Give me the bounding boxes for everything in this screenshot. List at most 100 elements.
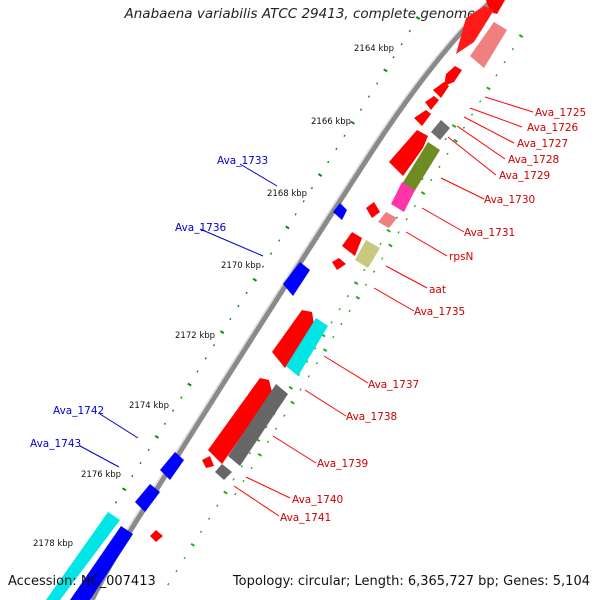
leader-line — [245, 476, 291, 499]
minor-tick — [266, 440, 270, 444]
minor-tick — [381, 257, 384, 260]
gene-box-cyan[interactable] — [286, 318, 328, 376]
minor-tick — [367, 95, 371, 98]
gene-arrow[interactable] — [150, 530, 163, 542]
major-tick — [121, 487, 127, 492]
gene-box-pink[interactable] — [470, 22, 507, 68]
gene-box-cyan-lower[interactable] — [46, 512, 120, 600]
gene-arrow-reverse[interactable] — [70, 526, 133, 600]
gene-box-magenta[interactable] — [391, 182, 415, 212]
major-tick — [486, 86, 491, 91]
minor-tick — [207, 517, 211, 520]
gene-box-gray-small[interactable] — [215, 464, 232, 480]
major-tick — [420, 191, 426, 195]
leader-line — [463, 116, 515, 144]
gene-label[interactable]: Ava_1736 — [175, 222, 227, 234]
gene-box-khaki[interactable] — [355, 240, 380, 268]
minor-tick — [274, 427, 278, 430]
gene-label[interactable]: Ava_1739 — [317, 458, 368, 470]
gene-label[interactable]: Ava_1742 — [53, 405, 104, 417]
minor-tick — [302, 200, 305, 203]
minor-tick — [147, 448, 150, 452]
major-tick — [383, 68, 388, 73]
gene-arrow-reverse[interactable] — [333, 203, 347, 220]
gene-label[interactable]: aat — [429, 284, 446, 296]
kbp-label: 2178 kbp — [33, 539, 73, 549]
gene-arrow[interactable] — [444, 66, 462, 86]
gene-label[interactable]: Ava_1740 — [292, 494, 343, 506]
gene-label[interactable]: Ava_1741 — [280, 512, 331, 524]
minor-tick — [204, 357, 207, 360]
minor-tick — [376, 82, 379, 85]
minor-tick — [495, 74, 498, 77]
gene-arrow[interactable] — [433, 82, 449, 98]
gene-label[interactable]: Ava_1735 — [414, 306, 465, 318]
minor-tick — [171, 409, 175, 412]
topology-text: Topology: circular; Length: 6,365,727 bp… — [232, 574, 590, 589]
gene-label[interactable]: Ava_1743 — [30, 438, 81, 450]
gene-label[interactable]: Ava_1727 — [517, 138, 568, 150]
gene-label[interactable]: Ava_1733 — [217, 155, 268, 167]
gene-arrow-reverse[interactable] — [160, 452, 184, 480]
gene-arrow[interactable] — [342, 232, 362, 256]
gene-box-olive[interactable] — [402, 142, 440, 192]
minor-tick — [237, 304, 240, 308]
minor-tick — [438, 165, 441, 169]
gene-box-gray-long[interactable] — [228, 384, 288, 466]
leader-line — [469, 107, 523, 128]
minor-tick — [413, 204, 417, 208]
accession-text: Accession: NC_007413 — [8, 574, 156, 589]
gene-arrow[interactable] — [202, 456, 214, 468]
minor-tick — [212, 344, 216, 347]
major-tick — [187, 382, 192, 387]
gene-label[interactable]: Ava_1726 — [527, 122, 579, 134]
minor-tick — [444, 137, 447, 141]
gene-arrow[interactable] — [425, 96, 439, 110]
minor-tick — [315, 362, 319, 365]
minor-tick — [240, 465, 243, 468]
gene-label[interactable]: Ava_1738 — [346, 411, 397, 423]
gene-box-gray[interactable] — [431, 120, 450, 140]
minor-tick — [397, 231, 400, 234]
gene-box-pink-small[interactable] — [378, 212, 397, 228]
gene-label[interactable]: Ava_1730 — [484, 194, 535, 206]
minor-tick — [330, 321, 333, 324]
gene-arrow-reverse[interactable] — [135, 484, 160, 512]
kbp-label: 2172 kbp — [175, 331, 215, 341]
minor-tick — [405, 218, 408, 221]
gene-label[interactable]: Ava_1725 — [535, 107, 586, 119]
gene-arrow[interactable] — [366, 202, 380, 218]
minor-tick — [408, 29, 411, 33]
major-tick — [154, 434, 160, 439]
gene-arrow[interactable] — [414, 110, 431, 126]
minor-tick — [310, 186, 314, 190]
minor-tick — [479, 100, 482, 103]
gene-label[interactable]: Ava_1728 — [508, 154, 559, 166]
gene-arrow[interactable] — [272, 310, 314, 368]
gene-arrow[interactable] — [389, 130, 428, 176]
minor-tick — [269, 252, 273, 255]
major-tick — [453, 138, 458, 143]
gene-arrow[interactable] — [332, 258, 346, 270]
gene-label[interactable]: Ava_1731 — [464, 227, 515, 239]
kbp-label: 2170 kbp — [221, 261, 261, 271]
minor-tick — [216, 504, 219, 507]
minor-tick — [183, 556, 186, 560]
gene-label[interactable]: rpsN — [449, 251, 473, 263]
kbp-label: 2166 kbp — [311, 117, 351, 127]
minor-tick — [503, 60, 506, 64]
leader-line — [440, 177, 485, 200]
gene-arrow-reverse[interactable] — [283, 262, 310, 296]
gene-label[interactable]: Ava_1729 — [499, 170, 550, 182]
major-tick — [288, 385, 294, 390]
major-tick — [518, 34, 524, 38]
major-tick — [322, 348, 328, 353]
gene-arrow[interactable] — [208, 378, 272, 464]
minor-tick — [340, 322, 343, 326]
major-tick — [285, 225, 290, 230]
kbp-label: 2174 kbp — [129, 401, 169, 411]
gene-arrow[interactable] — [456, 6, 494, 54]
minor-tick — [180, 396, 183, 399]
gene-label[interactable]: Ava_1737 — [368, 379, 419, 391]
major-tick — [350, 120, 355, 125]
